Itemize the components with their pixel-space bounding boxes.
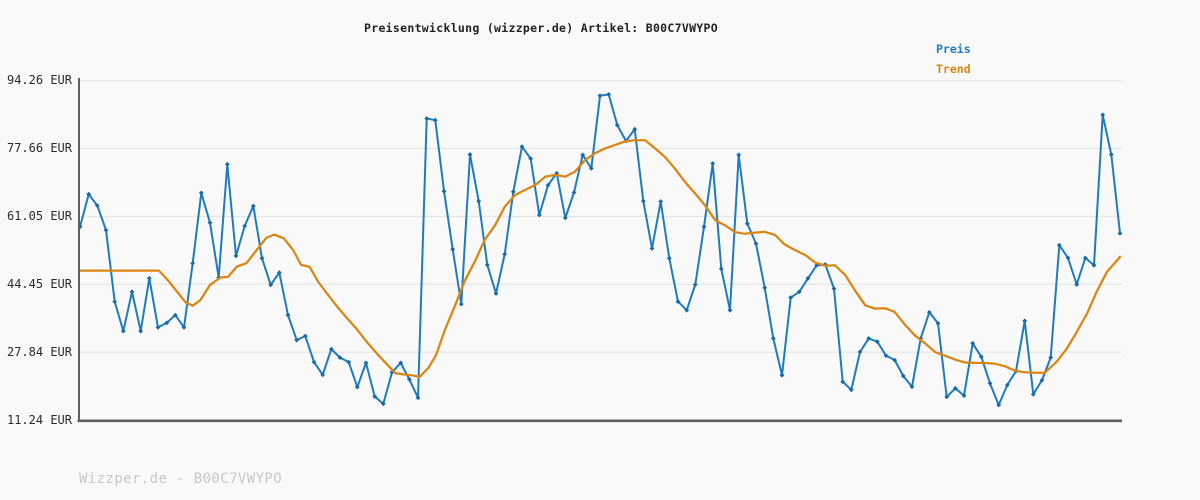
trend-series-line xyxy=(78,139,1122,378)
y-axis-tick-label: 77.66 EUR xyxy=(6,141,72,156)
y-axis-tick-label: 94.26 EUR xyxy=(6,73,72,88)
y-axis-tick-label: 44.45 EUR xyxy=(6,276,72,291)
chart-title: Preisentwicklung (wizzper.de) Artikel: B… xyxy=(364,21,718,35)
watermark: Wizzper.de - B00C7VWYPO xyxy=(79,471,283,487)
legend-entry-trend: Trend xyxy=(936,62,971,76)
price-series-line xyxy=(79,93,1121,406)
y-axis-tick-label: 61.05 EUR xyxy=(6,208,72,223)
legend: Preis Trend xyxy=(936,39,971,79)
y-axis-tick-label: 11.24 EUR xyxy=(6,412,72,427)
y-axis-tick-label: 27.84 EUR xyxy=(6,344,72,359)
legend-entry-preis: Preis xyxy=(936,42,971,56)
price-series-markers xyxy=(77,92,1123,408)
